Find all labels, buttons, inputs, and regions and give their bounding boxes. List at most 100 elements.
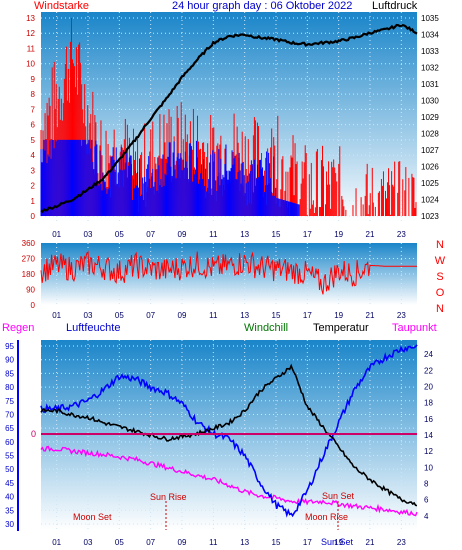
x-tick-label: 09	[178, 311, 187, 320]
x-tick-label: 01	[52, 538, 61, 547]
right-tick-label: 10	[424, 463, 433, 472]
left-tick-label: 45	[5, 479, 14, 488]
x-tick-label: 23	[397, 538, 406, 547]
left-tick-label: 10	[26, 60, 35, 69]
left-tick-label: 55	[5, 452, 14, 461]
x-tick-label: 23	[397, 230, 406, 239]
top-right-label: Luftdruck	[372, 0, 418, 12]
left-tick-label: 1	[31, 197, 36, 206]
right-tick-label: 1025	[421, 179, 439, 188]
dewpoint-line	[40, 445, 418, 517]
x-tick-label: 07	[146, 538, 155, 547]
left-tick-label: 60	[5, 438, 14, 447]
x-tick-label: 15	[272, 538, 281, 547]
compass-letter: O	[436, 287, 445, 299]
middle-grid	[41, 243, 417, 305]
sun-set-axis-label: Sun Set	[321, 537, 354, 547]
x-tick-label: 17	[303, 230, 312, 239]
left-tick-label: 50	[5, 465, 14, 474]
luftfeuchte-label: Luftfeuchte	[66, 322, 120, 334]
humidity-line	[40, 344, 418, 518]
top-title: 24 hour graph day : 06 Oktober 2022	[172, 0, 352, 12]
wind-direction-line	[40, 250, 417, 295]
left-tick-label: 360	[22, 239, 36, 248]
moon-rise-label: Moon Rise	[305, 512, 348, 522]
left-tick-label: 35	[5, 506, 14, 515]
x-tick-label: 11	[209, 230, 218, 239]
right-tick-label: 1027	[421, 146, 439, 155]
x-tick-label: 13	[240, 311, 249, 320]
left-tick-label: 0	[31, 212, 36, 221]
middle-x-ticks: 01 03 05 07 09 11 13 15 17 19 21 23	[52, 311, 406, 320]
x-tick-label: 13	[240, 230, 249, 239]
left-tick-label: 90	[26, 286, 35, 295]
left-tick-label: 95	[5, 342, 14, 351]
right-tick-label: 1023	[421, 212, 439, 221]
top-left-label: Windstarke	[34, 0, 89, 12]
top-grid	[41, 12, 417, 222]
right-tick-label: 1032	[421, 64, 439, 73]
left-tick-label: 5	[31, 136, 36, 145]
x-tick-label: 09	[178, 538, 187, 547]
sun-rise-label: Sun Rise	[150, 492, 187, 502]
left-tick-label: 11	[27, 44, 36, 53]
left-tick-label: 2	[31, 182, 36, 191]
x-tick-label: 17	[303, 311, 312, 320]
temperatur-label: Temperatur	[313, 322, 369, 334]
bottom-x-ticks: 01 03 05 07 09 11 13 15 17 19 21 23	[52, 538, 406, 547]
x-tick-label: 21	[366, 311, 375, 320]
compass-letter: N	[436, 303, 444, 315]
left-tick-label: 30	[5, 520, 14, 529]
left-tick-label: 6	[31, 121, 36, 130]
regen-value: 0	[31, 429, 36, 439]
right-tick-label: 1031	[421, 80, 439, 89]
compass-letter: W	[435, 255, 446, 267]
moon-set-label: Moon Set	[73, 512, 112, 522]
x-tick-label: 19	[334, 311, 343, 320]
x-tick-label: 07	[146, 230, 155, 239]
left-tick-label: 80	[5, 383, 14, 392]
windchill-label: Windchill	[244, 322, 288, 334]
x-tick-label: 05	[115, 311, 124, 320]
x-tick-label: 03	[84, 538, 93, 547]
top-x-ticks: 01 03 05 07 09 11 13 15 17 19 21 23	[52, 230, 406, 239]
temperature-line	[40, 363, 418, 507]
top-right-ticks: 1023 1024 1025 1026 1027 1028 1029 1030 1031 1032…	[421, 14, 439, 221]
left-tick-label: 9	[31, 75, 36, 84]
right-tick-label: 24	[424, 350, 433, 359]
bottom-series	[40, 344, 418, 518]
left-tick-label: 3	[31, 166, 36, 175]
x-tick-label: 07	[146, 311, 155, 320]
x-tick-label: 01	[52, 311, 61, 320]
right-tick-label: 8	[424, 480, 429, 489]
left-tick-label: 7	[31, 105, 36, 114]
right-tick-label: 1029	[421, 113, 439, 122]
right-tick-label: 4	[424, 512, 429, 521]
compass-letter: S	[436, 271, 443, 283]
left-tick-label: 0	[31, 301, 36, 310]
pressure-line	[40, 23, 418, 214]
x-tick-label: 13	[240, 538, 249, 547]
middle-left-ticks: 0 90 180 270 360	[22, 239, 36, 310]
x-tick-label: 05	[115, 230, 124, 239]
x-tick-label: 15	[272, 230, 281, 239]
left-tick-label: 85	[5, 369, 14, 378]
x-tick-label: 11	[209, 311, 218, 320]
regen-label: Regen	[2, 322, 34, 334]
right-tick-label: 22	[424, 366, 433, 375]
right-tick-label: 18	[424, 399, 433, 408]
bottom-grid	[41, 340, 417, 530]
right-tick-label: 6	[424, 496, 429, 505]
right-tick-label: 14	[424, 431, 433, 440]
left-tick-label: 12	[26, 29, 35, 38]
x-tick-label: 01	[52, 230, 61, 239]
left-tick-label: 180	[22, 270, 36, 279]
right-tick-label: 1035	[421, 14, 439, 23]
right-tick-label: 12	[424, 447, 433, 456]
right-tick-label: 16	[424, 415, 433, 424]
right-tick-label: 1024	[421, 196, 439, 205]
bottom-left-ticks: 30 35 40 45 50 55 60 65 70 75 80 85 90 95	[5, 342, 14, 529]
